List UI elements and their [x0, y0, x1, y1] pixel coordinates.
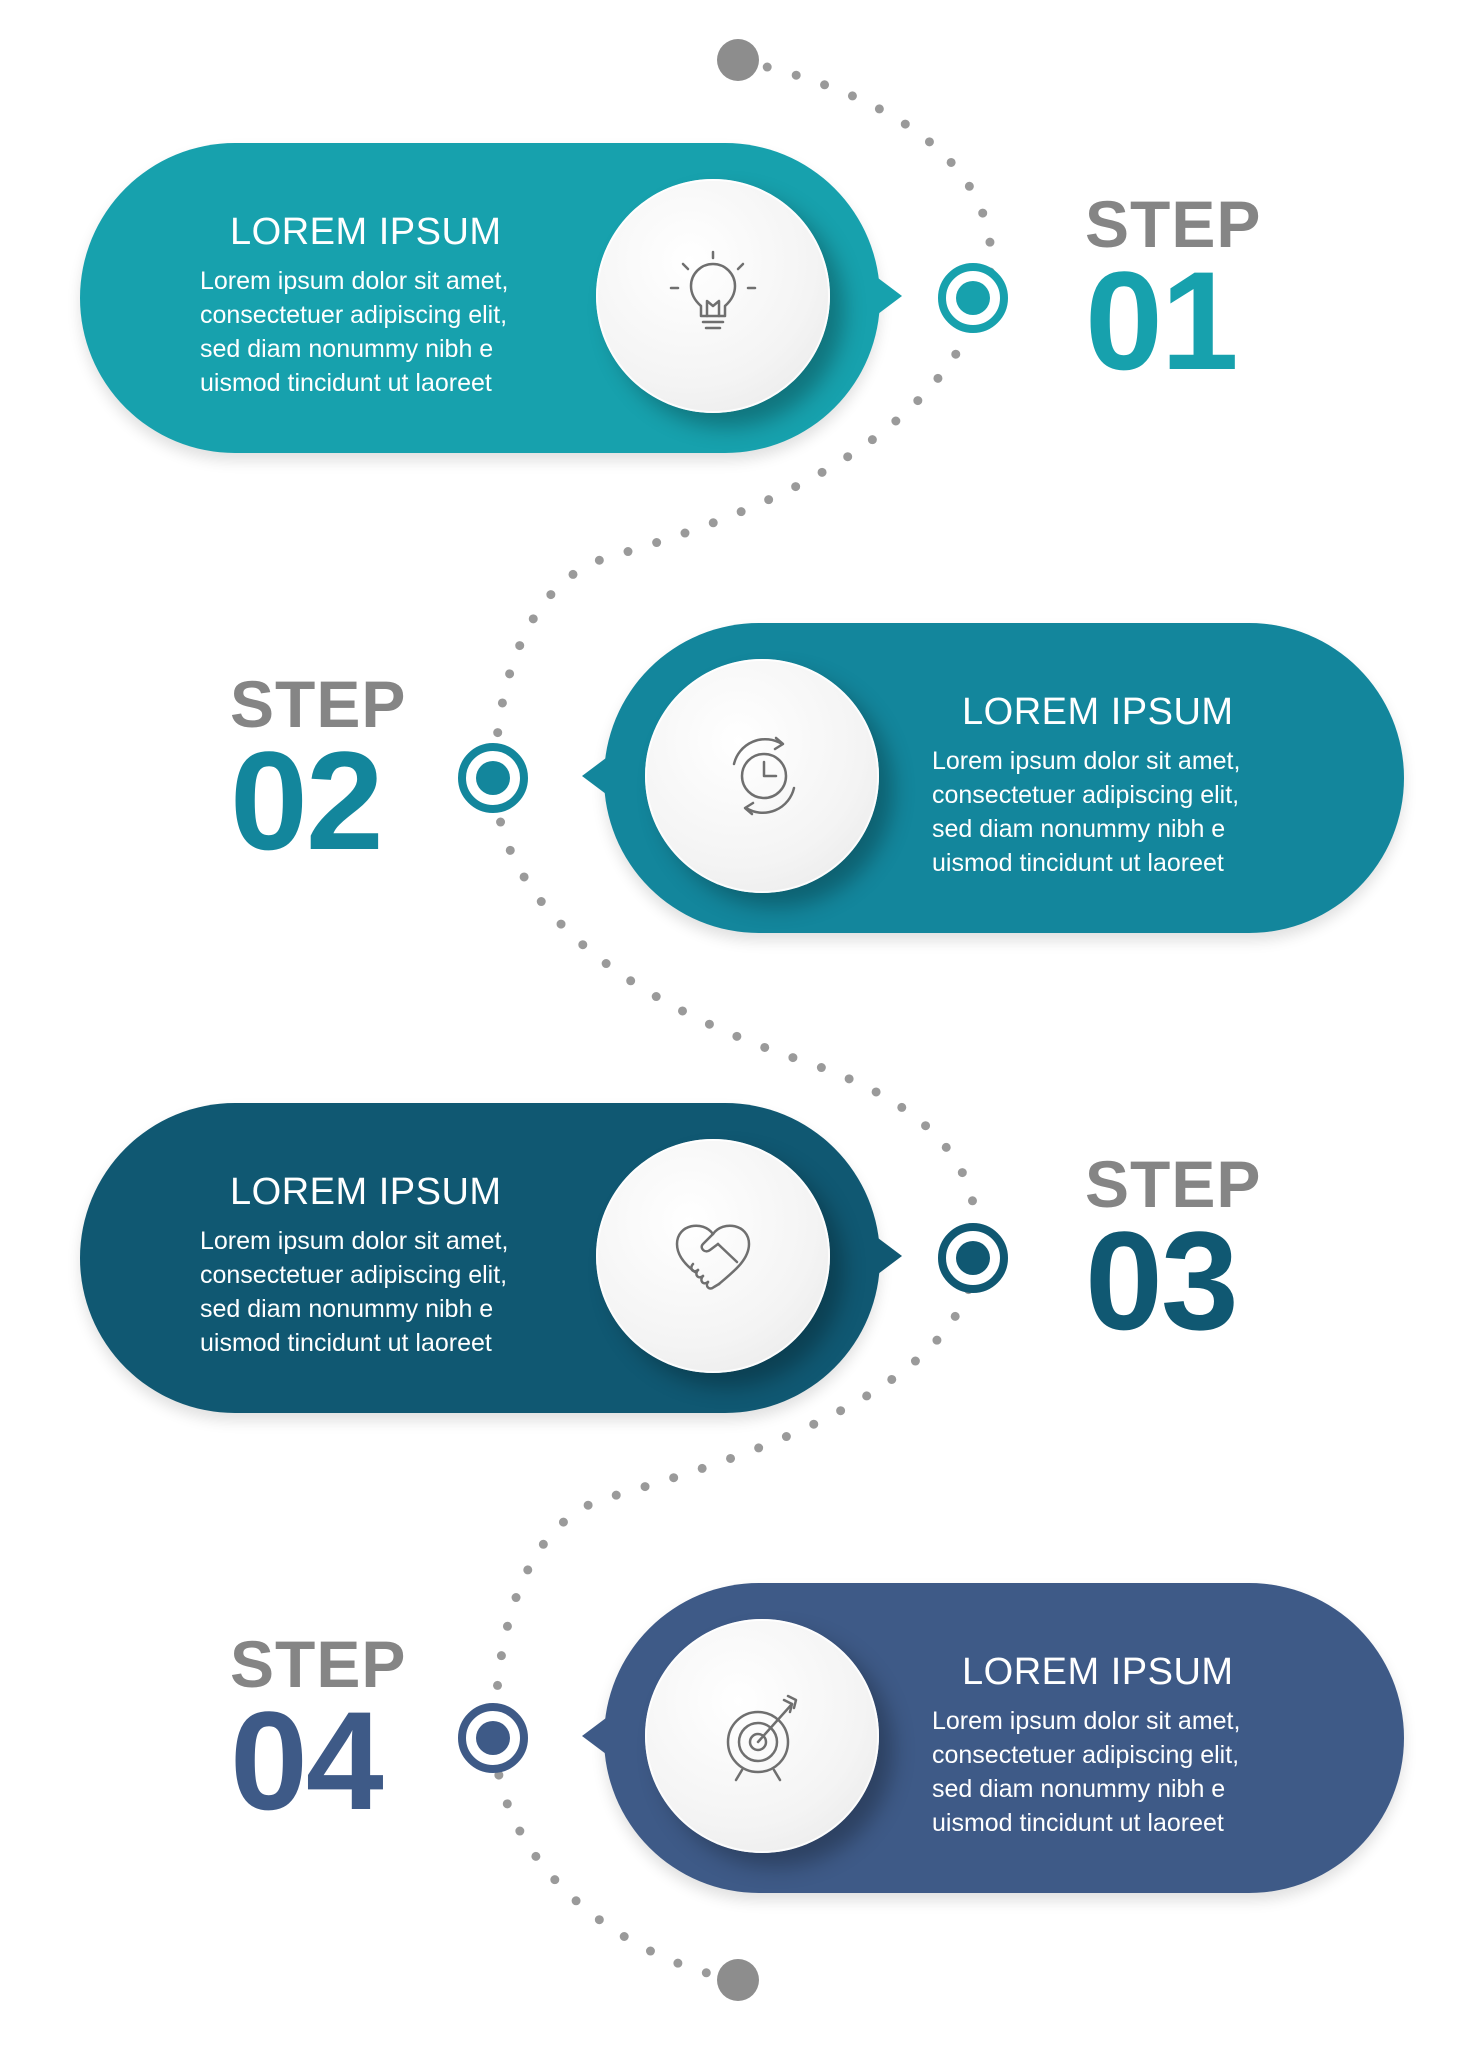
path-start-dot: [717, 39, 759, 81]
step-3-body: Lorem ipsum dolor sit amet, consectetuer…: [200, 1227, 509, 1357]
step-4: LOREM IPSUM Lorem ipsum dolor sit amet, …: [0, 1583, 1459, 1903]
step-3-label: STEP 03: [1085, 1147, 1305, 1359]
step-3-word: STEP: [1085, 1147, 1262, 1221]
step-3-icon-circle: [596, 1139, 830, 1373]
step-4-body: Lorem ipsum dolor sit amet, consectetuer…: [932, 1707, 1241, 1837]
step-4-word: STEP: [230, 1627, 407, 1701]
step-3-node: [938, 1223, 1008, 1293]
step-3-card-pointer: [878, 1238, 902, 1274]
step-1: LOREM IPSUM Lorem ipsum dolor sit amet, …: [0, 143, 1459, 463]
step-4-number: 04: [230, 1682, 384, 1839]
step-2-node: [458, 743, 528, 813]
step-1-title: LOREM IPSUM: [230, 211, 502, 253]
step-1-card-pointer: [878, 278, 902, 314]
step-1-text: LOREM IPSUM Lorem ipsum dolor sit amet, …: [200, 211, 540, 400]
step-4-text: LOREM IPSUM Lorem ipsum dolor sit amet, …: [932, 1651, 1272, 1840]
step-2-card-pointer: [582, 758, 606, 794]
step-4-node: [458, 1703, 528, 1773]
step-2-title: LOREM IPSUM: [962, 691, 1234, 733]
step-1-label: STEP 01: [1085, 187, 1305, 399]
path-end-dot: [717, 1959, 759, 2001]
clock-cycle-icon: [732, 736, 796, 816]
step-2-body: Lorem ipsum dolor sit amet, consectetuer…: [932, 747, 1241, 877]
target-icon: [726, 1694, 798, 1782]
step-2-text: LOREM IPSUM Lorem ipsum dolor sit amet, …: [932, 691, 1272, 880]
lightbulb-icon: [669, 250, 757, 330]
step-1-number: 01: [1085, 242, 1239, 399]
step-4-icon-circle: [645, 1619, 879, 1853]
step-2: LOREM IPSUM Lorem ipsum dolor sit amet, …: [0, 623, 1459, 943]
step-3-number: 03: [1085, 1202, 1239, 1359]
step-4-title: LOREM IPSUM: [962, 1651, 1234, 1693]
step-3: LOREM IPSUM Lorem ipsum dolor sit amet, …: [0, 1103, 1459, 1423]
step-1-word: STEP: [1085, 187, 1262, 261]
step-4-card-pointer: [582, 1718, 606, 1754]
handshake-icon: [675, 1224, 751, 1290]
step-2-number: 02: [230, 722, 384, 879]
step-2-icon-circle: [645, 659, 879, 893]
step-1-body: Lorem ipsum dolor sit amet, consectetuer…: [200, 267, 509, 397]
step-1-icon-circle: [596, 179, 830, 413]
step-2-word: STEP: [230, 667, 407, 741]
step-1-node: [938, 263, 1008, 333]
step-2-label: STEP 02: [230, 667, 450, 879]
step-4-label: STEP 04: [230, 1627, 450, 1839]
step-3-text: LOREM IPSUM Lorem ipsum dolor sit amet, …: [200, 1171, 540, 1360]
step-3-title: LOREM IPSUM: [230, 1171, 502, 1213]
